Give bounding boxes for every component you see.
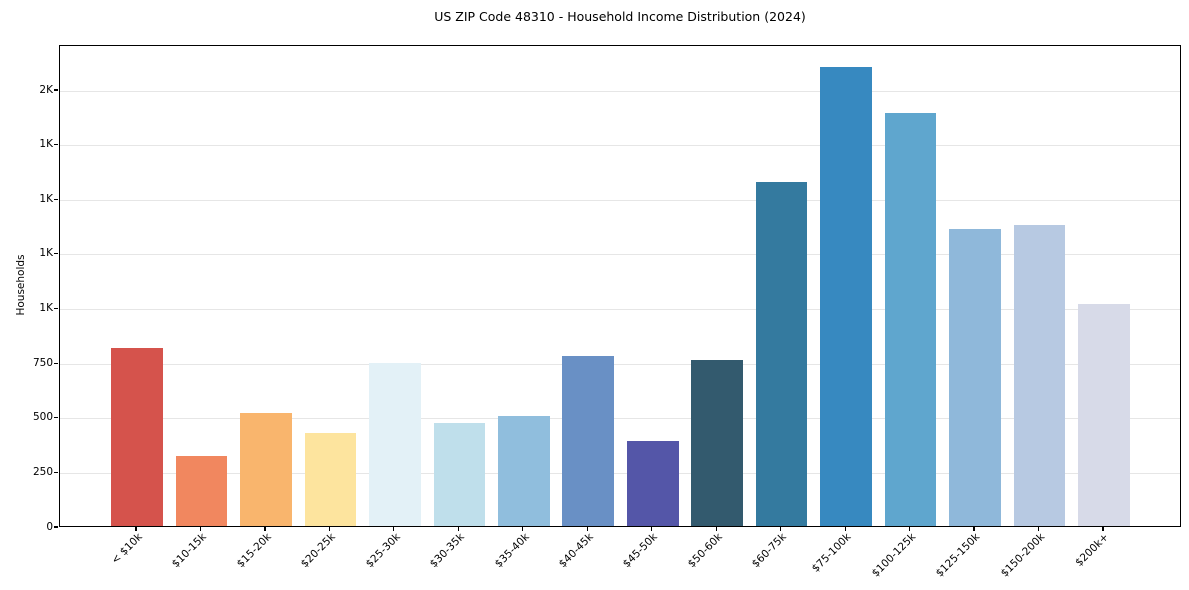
y-tick-label: 500 — [32, 411, 53, 424]
x-tick-mark — [264, 527, 266, 531]
bar-200k+ — [1078, 304, 1130, 526]
x-tick-label-35-40k: $35-40k — [492, 531, 532, 571]
x-tick-label-150-200k: $150-200k — [998, 531, 1048, 580]
y-tick-mark — [54, 307, 58, 310]
bar-10-15k — [175, 456, 228, 526]
y-tick-label: 750 — [32, 356, 53, 369]
y-tick-mark — [54, 471, 58, 473]
x-tick-label-75-100k: $75-100k — [809, 531, 854, 575]
bar-60-75k — [755, 182, 808, 526]
gridline-1000 — [60, 309, 1180, 310]
y-tick-mark — [54, 198, 58, 200]
x-tick-mark — [1037, 527, 1040, 531]
x-tick-label-100-125k: $100-125k — [869, 531, 919, 580]
bar-35-40k — [498, 415, 550, 526]
y-tick-label: 0 — [46, 520, 53, 533]
gridline-250 — [60, 472, 1180, 474]
x-tick-label-45-50k: $45-50k — [621, 531, 661, 571]
bar-30-35k — [433, 423, 486, 526]
y-tick-mark — [54, 144, 58, 146]
bar-40-45k — [562, 356, 615, 526]
x-tick-label-200k+: $200k+ — [1073, 531, 1112, 569]
gridline-1250 — [60, 254, 1180, 256]
gridline-750 — [60, 363, 1180, 365]
x-tick-mark — [844, 527, 846, 531]
bar-45-50k — [626, 440, 679, 526]
bar-10k — [111, 347, 163, 526]
x-tick-mark — [135, 527, 137, 531]
x-tick-label-60-75k: $60-75k — [750, 531, 790, 571]
y-tick-mark — [54, 417, 58, 419]
y-axis-label: Households — [15, 254, 27, 316]
x-tick-mark — [780, 527, 782, 531]
x-tick-label-125-150k: $125-150k — [934, 531, 983, 580]
x-tick-label-20-25k: $20-25k — [298, 531, 338, 571]
bar-50-60k — [691, 359, 743, 526]
x-tick-mark — [973, 527, 975, 531]
gridline-2000 — [60, 90, 1180, 92]
y-tick-label: 2K — [39, 83, 53, 96]
x-tick-mark — [522, 527, 524, 531]
y-tick-label: 1K — [39, 302, 53, 314]
gridline-1500 — [60, 199, 1180, 201]
bar-125-150k — [949, 228, 1001, 526]
bar-75-100k — [820, 67, 872, 526]
y-tick-mark — [54, 89, 58, 91]
x-tick-label-25-30k: $25-30k — [363, 531, 403, 571]
x-tick-label-10-15k: $10-15k — [169, 531, 209, 571]
y-tick-label: 1K — [39, 192, 53, 205]
bar-20-25k — [304, 433, 357, 526]
y-tick-mark — [54, 526, 58, 528]
y-tick-label: 250 — [32, 465, 53, 478]
x-tick-label-15-20k: $15-20k — [234, 531, 274, 571]
x-tick-label-30-35k: $30-35k — [427, 531, 467, 571]
y-tick-label: 1K — [39, 138, 53, 151]
x-tick-mark — [909, 527, 911, 531]
x-tick-label-50-60k: $50-60k — [685, 531, 725, 571]
x-tick-label-40-45k: $40-45k — [556, 531, 596, 571]
x-tick-mark — [328, 527, 330, 531]
gridline-1750 — [60, 145, 1180, 147]
x-tick-mark — [651, 527, 653, 531]
x-tick-label-10k: < $10k — [108, 531, 145, 567]
bar-150-200k — [1013, 224, 1066, 526]
gridline-500 — [60, 418, 1180, 420]
x-tick-mark — [715, 527, 717, 531]
x-tick-mark — [1102, 527, 1104, 531]
bar-25-30k — [369, 362, 421, 526]
y-tick-label: 1K — [39, 247, 53, 260]
plot-area — [59, 45, 1181, 527]
x-tick-mark — [199, 527, 202, 531]
x-tick-mark — [393, 527, 395, 531]
x-tick-mark — [457, 527, 459, 531]
x-tick-mark — [586, 527, 588, 531]
y-tick-mark — [54, 362, 58, 364]
bar-100-125k — [884, 113, 937, 526]
y-tick-mark — [54, 253, 58, 255]
chart-title: US ZIP Code 48310 - Household Income Dis… — [434, 9, 806, 24]
bar-15-20k — [240, 413, 292, 526]
